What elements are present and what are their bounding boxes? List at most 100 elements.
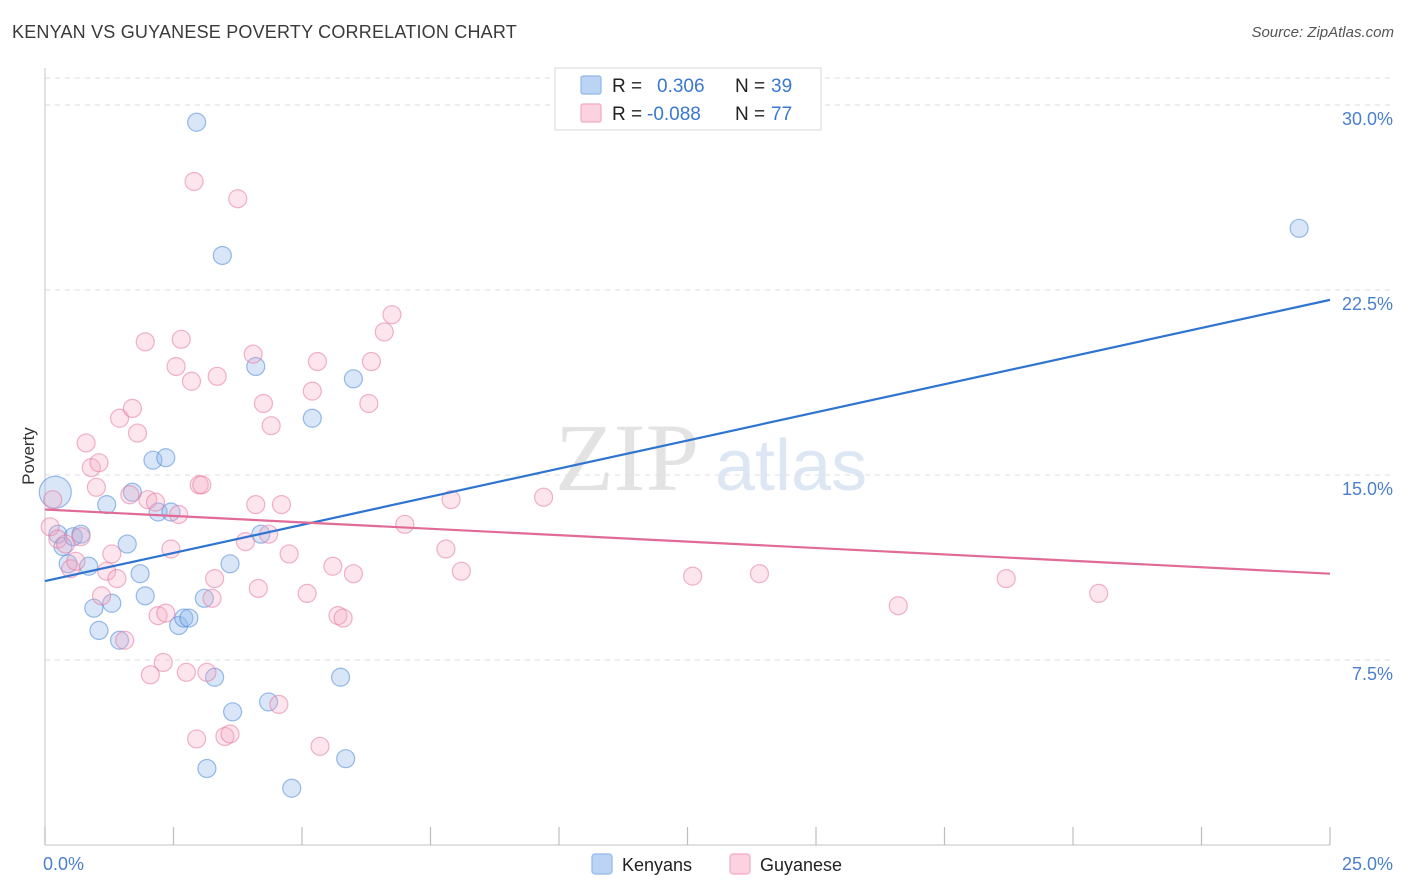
- kenyans-point: [197, 758, 217, 779]
- guyanese-n-value: 77: [771, 104, 792, 125]
- guyanese-point: [333, 608, 353, 628]
- guyanese-n-label: N =: [735, 104, 765, 125]
- guyanese-point: [55, 534, 76, 554]
- kenyans-point: [343, 369, 363, 389]
- kenyans-point: [194, 588, 214, 608]
- kenyans-point: [330, 667, 351, 687]
- guyanese-point: [228, 189, 248, 209]
- guyanese-point: [343, 564, 363, 584]
- trend-lines: [44, 298, 1331, 583]
- kenyans-n-value: 39: [771, 76, 792, 97]
- guyanese-point: [171, 329, 191, 349]
- kenyans-point: [174, 608, 194, 628]
- guyanese-point: [395, 514, 415, 534]
- guyanese-point: [120, 485, 140, 505]
- kenyans-point: [302, 408, 322, 428]
- guyanese-legend-swatch: [580, 103, 602, 123]
- watermark: ZIP atlas: [555, 404, 867, 511]
- kenyans-point: [48, 524, 68, 544]
- guyanese-point: [169, 504, 189, 525]
- kenyans-legend-swatch: [580, 75, 602, 95]
- watermark-zip: ZIP: [555, 404, 699, 511]
- kenyans-point: [122, 482, 142, 502]
- guyanese-trend-line: [44, 508, 1331, 575]
- guyanese-point: [749, 564, 770, 584]
- guyanese-point: [441, 490, 461, 510]
- kenyans-n-label: N =: [735, 76, 765, 97]
- guyanese-point: [310, 736, 330, 756]
- guyanese-point: [102, 544, 122, 564]
- kenyans-point: [220, 554, 240, 574]
- kenyans-series-swatch: [591, 853, 613, 875]
- guyanese-point: [243, 344, 263, 364]
- watermark-atlas: atlas: [715, 426, 867, 506]
- y-tick-labels: 7.5% 15.0% 22.5% 30.0%: [1342, 109, 1393, 684]
- guyanese-point: [359, 393, 379, 414]
- guyanese-point: [135, 332, 155, 352]
- kenyans-point: [109, 630, 130, 650]
- guyanese-point: [215, 726, 235, 747]
- guyanese-point: [115, 630, 135, 650]
- guyanese-point: [184, 171, 204, 192]
- guyanese-point: [261, 416, 281, 436]
- y-tick-label: 22.5%: [1342, 294, 1393, 314]
- guyanese-point: [176, 662, 196, 682]
- source-label: Source: ZipAtlas.com: [1251, 24, 1394, 41]
- kenyans-point: [212, 245, 232, 266]
- guyanese-point: [76, 433, 96, 453]
- guyanese-series-swatch: [729, 853, 751, 875]
- x-ticks: [44, 827, 1331, 845]
- guyanese-point: [202, 588, 222, 608]
- guyanese-point: [307, 351, 328, 372]
- kenyans-point: [336, 749, 356, 769]
- guyanese-point: [66, 551, 86, 571]
- y-tick-label: 30.0%: [1342, 109, 1393, 129]
- guyanese-point: [323, 556, 343, 576]
- x-tick-label-min: 0.0%: [43, 854, 84, 874]
- stats-legend: R = 0.306 N = 39 R = -0.088 N = 77: [554, 67, 822, 131]
- guyanese-point: [436, 539, 456, 559]
- guyanese-point: [253, 393, 274, 414]
- kenyans-point: [97, 495, 117, 515]
- guyanese-point: [888, 596, 908, 616]
- guyanese-point: [156, 603, 176, 623]
- kenyans-point: [130, 564, 150, 584]
- guyanese-point: [145, 492, 166, 512]
- chart-title: KENYAN VS GUYANESE POVERTY CORRELATION C…: [12, 22, 517, 42]
- kenyans-point: [102, 593, 122, 613]
- guyanese-point: [302, 381, 322, 401]
- series-legend: Kenyans Guyanese: [591, 853, 842, 875]
- guyanese-point: [996, 568, 1016, 589]
- guyanese-point: [1089, 583, 1109, 604]
- guyanese-r-label: R =: [612, 104, 642, 125]
- guyanese-point: [328, 605, 348, 626]
- guyanese-point: [220, 724, 240, 744]
- guyanese-point: [246, 495, 266, 515]
- guyanese-point: [205, 568, 225, 589]
- guyanese-point: [361, 351, 381, 372]
- y-tick-label: 15.0%: [1342, 479, 1393, 499]
- guyanese-point: [122, 398, 142, 418]
- guyanese-point: [109, 408, 130, 428]
- guyanese-point: [374, 322, 394, 342]
- guyanese-point: [269, 694, 289, 715]
- guyanese-point: [192, 475, 212, 495]
- guyanese-point: [382, 305, 402, 325]
- guyanese-point: [181, 371, 202, 391]
- kenyans-point: [1289, 218, 1309, 238]
- guyanese-point: [127, 423, 148, 443]
- y-tick-label: 7.5%: [1352, 664, 1393, 684]
- kenyans-point: [63, 527, 83, 547]
- guyanese-series-label: Guyanese: [760, 855, 842, 875]
- guyanese-point: [166, 356, 186, 377]
- kenyans-point: [246, 356, 266, 377]
- kenyans-trend-line: [44, 298, 1331, 583]
- guyanese-point: [279, 544, 299, 564]
- guyanese-point: [91, 586, 112, 606]
- kenyans-point: [156, 448, 176, 468]
- guyanese-point: [71, 527, 91, 547]
- kenyans-point: [223, 702, 243, 722]
- guyanese-point: [148, 605, 168, 626]
- guyanese-point: [86, 477, 107, 497]
- guyanese-point: [89, 453, 109, 473]
